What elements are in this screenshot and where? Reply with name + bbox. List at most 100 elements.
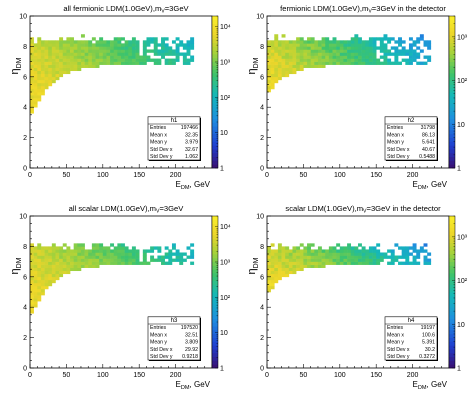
heatmap-cell [292, 249, 297, 253]
heatmap-cell [190, 243, 195, 247]
heatmap-cell [299, 49, 304, 53]
heatmap-cell [307, 58, 311, 62]
heatmap-cell [281, 246, 286, 250]
heatmap-cell [91, 52, 96, 56]
heatmap-cell [40, 276, 45, 281]
heatmap-cell [347, 255, 352, 259]
heatmap-cell [59, 43, 64, 47]
heatmap-cell [88, 258, 93, 262]
heatmap-cell [62, 243, 67, 247]
heatmap-cell [307, 55, 311, 59]
heatmap-cell [30, 255, 34, 259]
color-bar-segment [212, 152, 218, 157]
heatmap-cell [292, 64, 297, 68]
heatmap-cell [277, 76, 282, 81]
y-tick-label: 8 [23, 44, 27, 51]
color-bar-segment [212, 122, 218, 127]
heatmap-cell [161, 37, 165, 41]
heatmap-cell [299, 46, 304, 50]
heatmap-cell [48, 70, 53, 75]
heatmap-cell [44, 264, 49, 268]
heatmap-cell [59, 61, 64, 65]
heatmap-cell [408, 58, 413, 62]
heatmap-cell [354, 249, 359, 253]
heatmap-cell [361, 261, 366, 265]
heatmap-cell [416, 255, 421, 259]
heatmap-cell [62, 255, 67, 259]
heatmap-cell [408, 46, 413, 50]
heatmap-cell [66, 246, 71, 250]
heatmap-cell [317, 261, 322, 265]
color-bar-segment [212, 276, 218, 281]
heatmap-cell [325, 61, 330, 65]
color-bar-segment [212, 57, 218, 62]
heatmap-cell [70, 261, 74, 265]
color-bar-label: 10⁴ [220, 224, 231, 231]
heatmap-cell [354, 55, 359, 59]
color-bar-segment [449, 246, 455, 251]
y-tick-label: 0 [23, 166, 27, 173]
heatmap-cell [48, 255, 53, 259]
heatmap-cell [314, 252, 319, 256]
heatmap-cell [59, 37, 64, 41]
heatmap-cell [131, 61, 136, 65]
color-bar-segment [449, 318, 455, 323]
heatmap-cell [390, 258, 395, 262]
heatmap-cell [55, 270, 60, 275]
heatmap-cell [332, 261, 337, 265]
heatmap-cell [102, 252, 107, 256]
heatmap-cell [40, 252, 45, 256]
heatmap-cell [40, 82, 45, 87]
heatmap-cell [354, 49, 359, 53]
stats-value: 40.67 [422, 147, 435, 153]
y-axis-label: ηDM [246, 57, 260, 74]
heatmap-cell [80, 46, 85, 50]
heatmap-cell [110, 61, 115, 65]
heatmap-cell [37, 288, 42, 293]
heatmap-cell [168, 249, 173, 253]
heatmap-cell [285, 264, 290, 268]
heatmap-cell [157, 58, 162, 62]
heatmap-cell [303, 255, 308, 259]
heatmap-cell [142, 255, 147, 259]
heatmap-cell [321, 249, 326, 253]
heatmap-cell [106, 255, 111, 259]
heatmap-cell [70, 67, 74, 72]
heatmap-cell [40, 258, 45, 262]
heatmap-cell [55, 264, 60, 268]
heatmap-cell [135, 58, 140, 62]
heatmap-cell [368, 61, 373, 65]
heatmap-cell [303, 55, 308, 59]
heatmap-cell [40, 40, 45, 44]
heatmap-cell [379, 55, 384, 59]
heatmap-cell [310, 49, 315, 53]
heatmap-cell [33, 304, 38, 308]
heatmap-cell [190, 249, 195, 253]
heatmap-cell [358, 255, 362, 259]
heatmap-cell [102, 43, 107, 47]
color-bar-segment [212, 164, 218, 169]
color-bar-segment [212, 160, 218, 165]
stats-value: 32.51 [185, 332, 198, 338]
heatmap-cell [182, 43, 187, 47]
heatmap-cell [175, 252, 180, 256]
heatmap-cell [135, 261, 140, 265]
heatmap-cell [328, 261, 333, 265]
color-bar-segment [212, 223, 218, 228]
color-bar-label: 10 [220, 330, 228, 337]
heatmap-cell [73, 49, 78, 53]
heatmap-cell [321, 40, 326, 44]
heatmap-cell [303, 58, 308, 62]
heatmap-cell [339, 43, 344, 47]
heatmap-cell [113, 249, 118, 253]
heatmap-cell [175, 55, 180, 59]
color-bar-segment [212, 141, 218, 146]
stats-value: 0.3272 [419, 354, 435, 360]
heatmap-cell [77, 255, 82, 259]
heatmap-cell [55, 255, 60, 259]
heatmap-cell [80, 61, 85, 65]
heatmap-cell [91, 61, 96, 65]
heatmap-cell [99, 252, 104, 256]
heatmap-cell [44, 249, 49, 253]
